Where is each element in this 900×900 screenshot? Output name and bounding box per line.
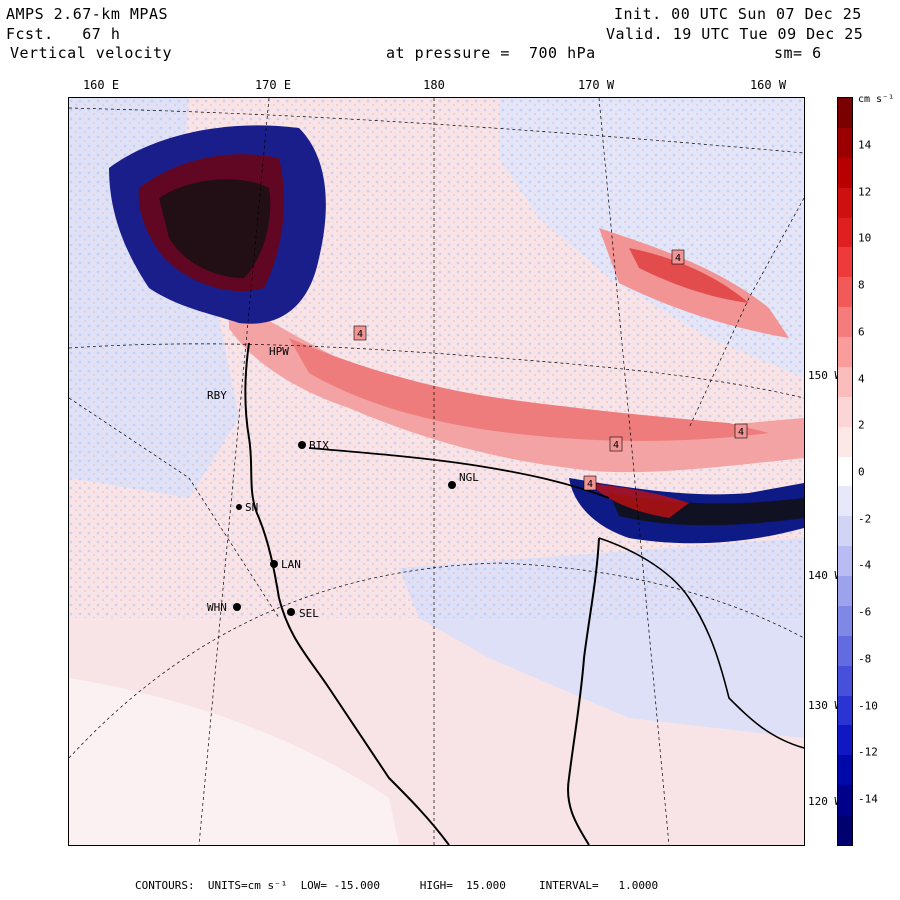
contour-label: 4 bbox=[734, 423, 748, 439]
convection-cluster-black bbox=[159, 179, 271, 278]
colorbar-tick-label: 2 bbox=[858, 418, 865, 432]
colorbar-band bbox=[838, 187, 852, 218]
colorbar-band bbox=[838, 247, 852, 278]
colorbar-band bbox=[838, 337, 852, 368]
colorbar-band bbox=[838, 456, 852, 487]
station-whn: WHN bbox=[207, 601, 241, 614]
svg-text:WHN: WHN bbox=[207, 601, 227, 614]
contour-label: 4 bbox=[671, 249, 685, 265]
colorbar-tick-label: 6 bbox=[858, 325, 865, 339]
svg-text:LAN: LAN bbox=[281, 558, 301, 571]
positive-band-inner bbox=[289, 338, 769, 441]
station-sn: SN bbox=[236, 501, 258, 514]
station-sel: SEL bbox=[287, 607, 319, 620]
colorbar-band bbox=[838, 516, 852, 547]
valid-time: Valid. 19 UTC Tue 09 Dec 25 bbox=[606, 25, 864, 43]
colorbar-tick-label: -14 bbox=[858, 792, 878, 806]
contour-label: 4 bbox=[353, 325, 367, 341]
colorbar-band bbox=[838, 157, 852, 189]
colorbar-tick-label: -6 bbox=[858, 605, 872, 619]
forecast-hour: Fcst. 67 h bbox=[6, 25, 121, 43]
svg-text:4: 4 bbox=[613, 440, 619, 451]
colorbar-band bbox=[838, 635, 852, 667]
init-time: Init. 00 UTC Sun 07 Dec 25 bbox=[614, 5, 862, 23]
positive-core-northeast bbox=[629, 248, 749, 303]
coastline-west bbox=[244, 342, 450, 845]
svg-text:BIX: BIX bbox=[309, 439, 329, 452]
colorbar-tick-label: 10 bbox=[858, 231, 872, 245]
map-panel: 4 4 4 4 4 HPW RBY BIX NGL SN LAN WHN SEL bbox=[68, 97, 805, 846]
convection-band-east-red bbox=[589, 483, 689, 518]
colorbar-tick-label: 14 bbox=[858, 138, 872, 152]
lon-label-170e: 170 E bbox=[254, 78, 292, 92]
contour-label: 4 bbox=[609, 436, 623, 452]
colorbar-band bbox=[838, 815, 852, 846]
colorbar-band bbox=[838, 546, 852, 577]
colorbar-tick-label: 4 bbox=[858, 372, 865, 386]
colorbar-band bbox=[838, 665, 852, 697]
colorbar-band bbox=[838, 576, 852, 607]
colorbar-tick-label: -8 bbox=[858, 652, 872, 666]
lon-label-160w: 160 W bbox=[749, 78, 787, 92]
field-name: Vertical velocity bbox=[10, 44, 173, 62]
model-title: AMPS 2.67-km MPAS bbox=[6, 5, 169, 23]
coastline-east bbox=[567, 537, 600, 845]
smoothing: sm= 6 bbox=[774, 44, 822, 62]
colorbar-band bbox=[838, 695, 852, 726]
contour-label-group: 4 4 4 4 4 bbox=[353, 249, 748, 491]
colorbar-band bbox=[838, 277, 852, 308]
svg-text:SEL: SEL bbox=[299, 607, 319, 620]
lon-label-180: 180 bbox=[423, 78, 445, 92]
lon-label-160e: 160 E bbox=[82, 78, 120, 92]
colorbar-band bbox=[838, 127, 852, 159]
colorbar-band bbox=[838, 98, 852, 129]
station-rby: RBY bbox=[207, 389, 227, 402]
pressure-level: at pressure = 700 hPa bbox=[386, 44, 596, 62]
svg-text:SN: SN bbox=[245, 501, 258, 514]
colorbar-band bbox=[838, 366, 852, 398]
colorbar-tick-label: -12 bbox=[858, 745, 878, 759]
station-hpw: HPW bbox=[269, 345, 289, 358]
station-lan: LAN bbox=[270, 558, 301, 571]
colorbar-band bbox=[838, 307, 852, 338]
station-ngl: NGL bbox=[448, 471, 479, 489]
colorbar-band bbox=[838, 486, 852, 517]
colorbar-tick-label: -4 bbox=[858, 558, 872, 572]
colorbar-unit: cm s⁻¹ bbox=[858, 94, 895, 105]
colorbar-tick-label: 0 bbox=[858, 465, 865, 479]
svg-text:RBY: RBY bbox=[207, 389, 227, 402]
svg-text:HPW: HPW bbox=[269, 345, 289, 358]
colorbar-band bbox=[838, 396, 852, 428]
colorbar-tick-label: -2 bbox=[858, 512, 872, 526]
colorbar-band bbox=[838, 755, 852, 786]
colorbar bbox=[837, 97, 853, 846]
ross-ice-front bbox=[308, 447, 610, 499]
coastline-marie-byrd bbox=[598, 537, 804, 749]
graticule bbox=[69, 98, 804, 845]
colorbar-band bbox=[838, 426, 852, 458]
svg-text:4: 4 bbox=[587, 479, 593, 490]
svg-text:4: 4 bbox=[738, 427, 744, 438]
colorbar-tick-label: -10 bbox=[858, 699, 878, 713]
lon-label-170w: 170 W bbox=[577, 78, 615, 92]
white-ice-region bbox=[69, 678, 399, 845]
colorbar-band bbox=[838, 785, 852, 816]
colorbar-tick-label: 8 bbox=[858, 278, 865, 292]
colorbar-band bbox=[838, 217, 852, 248]
station-bix: BIX bbox=[298, 439, 329, 452]
contour-label: 4 bbox=[583, 475, 597, 491]
colorbar-band bbox=[838, 605, 852, 637]
contour-info-footer: CONTOURS: UNITS=cm s⁻¹ LOW= -15.000 HIGH… bbox=[135, 879, 659, 892]
svg-text:4: 4 bbox=[357, 329, 363, 340]
svg-text:NGL: NGL bbox=[459, 471, 479, 484]
colorbar-tick-label: 12 bbox=[858, 185, 872, 199]
svg-text:4: 4 bbox=[675, 253, 681, 264]
colorbar-band bbox=[838, 725, 852, 756]
